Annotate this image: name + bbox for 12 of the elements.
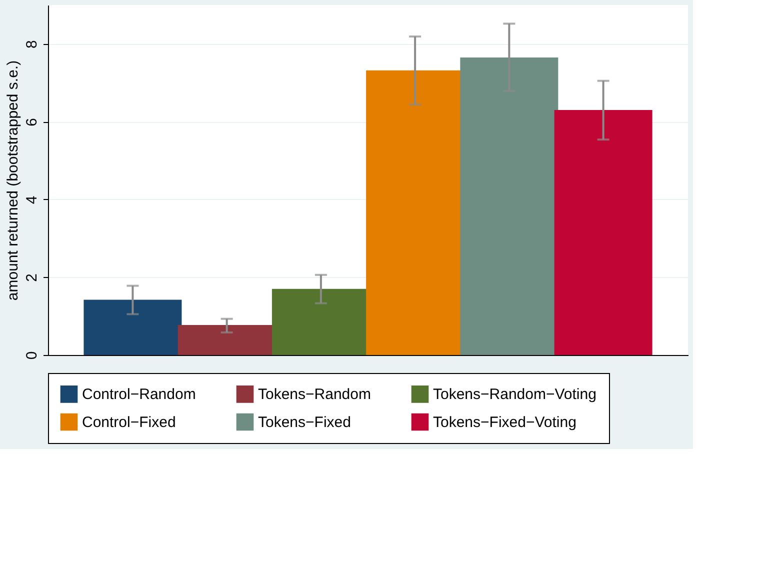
y-tick-label: 0 bbox=[24, 351, 40, 360]
legend-label: Control−Fixed bbox=[82, 414, 176, 431]
y-tick-label: 2 bbox=[24, 274, 40, 282]
legend-label: Tokens−Random bbox=[258, 386, 371, 404]
legend-label: Tokens−Fixed−Voting bbox=[433, 414, 576, 431]
y-tick-label: 4 bbox=[24, 196, 40, 204]
legend-label: Tokens−Random−Voting bbox=[433, 386, 596, 404]
legend-label: Tokens−Fixed bbox=[258, 414, 351, 431]
y-tick-label: 8 bbox=[24, 40, 40, 49]
y-axis-title: amount returned (bootstrapped s.e.) bbox=[4, 60, 22, 301]
y-tick-label: 6 bbox=[24, 118, 40, 126]
legend-label: Control−Random bbox=[82, 386, 196, 404]
